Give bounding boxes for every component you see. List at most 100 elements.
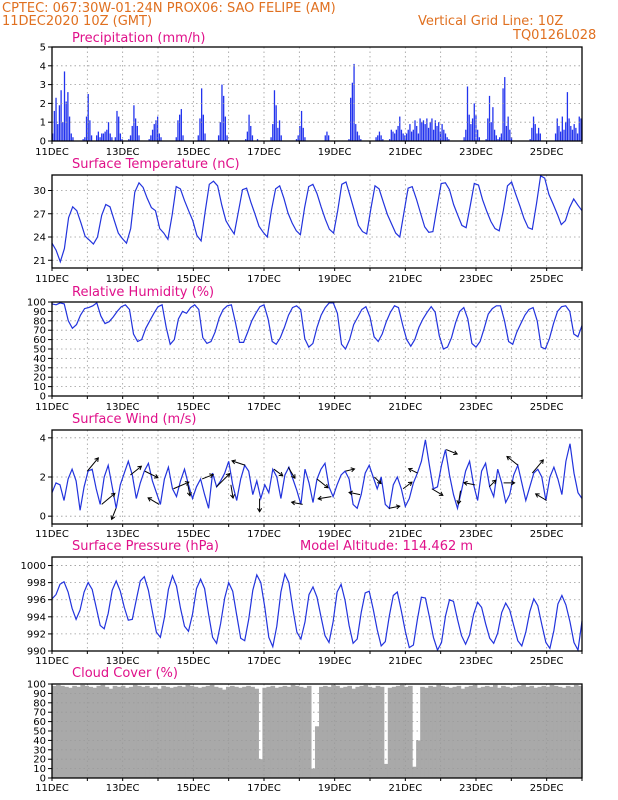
precip-bar [416, 125, 418, 141]
precip-bar [487, 118, 489, 141]
precip-bar [537, 127, 540, 141]
wind-arrow [230, 484, 234, 499]
y-tick-label: 0 [40, 512, 46, 523]
precip-bar [280, 135, 282, 141]
series-line [51, 174, 583, 264]
precip-bar [438, 122, 440, 141]
cloud-cover-bar [274, 687, 280, 778]
precip-bar [565, 122, 567, 141]
cloud-cover-bar [497, 687, 502, 778]
precip-bar [197, 135, 199, 141]
precip-bar [224, 116, 227, 141]
precip-bar [470, 124, 472, 141]
cloud-cover-bar [60, 685, 65, 778]
cloud-cover-bar [149, 687, 154, 778]
wind-arrow [111, 508, 117, 520]
precip-bar [558, 125, 560, 141]
cloud-cover-bar [379, 686, 385, 778]
y-tick-label: 100 [27, 298, 46, 309]
precip-bar [131, 125, 133, 141]
x-tick-label: 23DEC [459, 274, 493, 285]
precip-bar [226, 135, 228, 141]
precip-bar [434, 120, 436, 141]
wind-arrow [147, 497, 160, 505]
temperature-panel: Surface Temperature (nC) 21 24 27 30 11DEC 13D… [33, 157, 583, 285]
cloud-cover-bar [456, 685, 462, 778]
precip-bar [563, 129, 565, 141]
precip-bar [568, 118, 570, 141]
header-line1: CPTEC: 067:30W-01:24N PROX06: SAO FELIPE… [2, 1, 336, 16]
precip-bar [407, 129, 409, 141]
precip-bar [380, 135, 382, 141]
cloud-cover-bar [383, 763, 389, 778]
precip-bar [431, 118, 433, 141]
precip-bar [180, 109, 182, 141]
y-tick-label: 24 [33, 233, 46, 244]
cloud-cover-bar [484, 685, 490, 778]
wind-arrow-head [456, 500, 462, 505]
precip-bar [426, 118, 428, 141]
y-tick-label: 10 [33, 764, 46, 775]
y-tick-label: 2 [40, 473, 46, 484]
x-tick-label: 19DEC [318, 656, 352, 667]
cloud-cover-bar [331, 684, 336, 778]
wind-arrow-head [209, 473, 215, 479]
cloud-cover-bar [367, 686, 373, 778]
precip-bar [72, 137, 74, 141]
wind-arrow-head [323, 483, 329, 489]
precip-bar [571, 129, 574, 141]
precip-bar [578, 116, 580, 141]
y-tick-label: 21 [33, 256, 46, 267]
precip-bar [424, 124, 426, 141]
wind-arrow [86, 457, 99, 472]
precip-bar [432, 129, 435, 141]
wind-arrow-head [438, 491, 444, 496]
cloud-cover-bar [56, 684, 61, 778]
precip-bar [465, 129, 467, 141]
precip-bar [556, 118, 558, 141]
x-tick-label: 17DEC [247, 402, 281, 413]
wind-arrow-head [225, 472, 231, 478]
precip-bar [118, 116, 120, 141]
precip-bar [390, 129, 392, 141]
precip-bar [90, 135, 93, 141]
cloud-cover-bar [217, 687, 223, 778]
x-tick-label: 23DEC [459, 529, 493, 540]
cloud-cover-bar [444, 686, 450, 778]
cloud-cover-bar [145, 685, 150, 778]
precip-bar [297, 135, 299, 141]
y-tick-label: 2 [40, 99, 46, 110]
wind-arrow [531, 459, 544, 474]
cloud-cover-bar [169, 687, 174, 778]
precip-bar [534, 124, 536, 141]
x-tick-label: 17DEC [247, 783, 281, 794]
cloud-cover-bar [112, 685, 118, 778]
x-tick-label: 11DEC [35, 402, 69, 413]
precip-bar [392, 131, 394, 141]
wind-arrow-head [350, 467, 356, 473]
precip-bar [160, 137, 162, 141]
cloud-cover-bar [189, 685, 195, 778]
x-tick-label: 25DEC [530, 274, 564, 285]
precip-bar [302, 127, 304, 141]
wind-arrow-head [510, 480, 516, 486]
x-tick-label: 19DEC [318, 274, 352, 285]
precip-bar [109, 133, 111, 141]
cloud-cover-bar [84, 685, 90, 778]
series-line [51, 439, 583, 511]
precip-bar [532, 116, 535, 141]
y-tick-label: 5 [40, 43, 46, 54]
precip-bar [55, 97, 57, 141]
y-tick-label: 10 [33, 382, 46, 393]
precip-bar [158, 133, 160, 141]
cloud-cover-bar [327, 686, 332, 778]
y-tick-label: 40 [33, 354, 46, 365]
precip-bar [177, 120, 179, 141]
precip-bar [60, 90, 62, 141]
precip-bar [473, 103, 475, 141]
precip-bar [272, 124, 274, 141]
panel-frame [51, 174, 583, 269]
cloud-cover-bar [254, 688, 259, 778]
cloud-cover-bar [213, 686, 219, 778]
precip-bar [478, 137, 481, 141]
